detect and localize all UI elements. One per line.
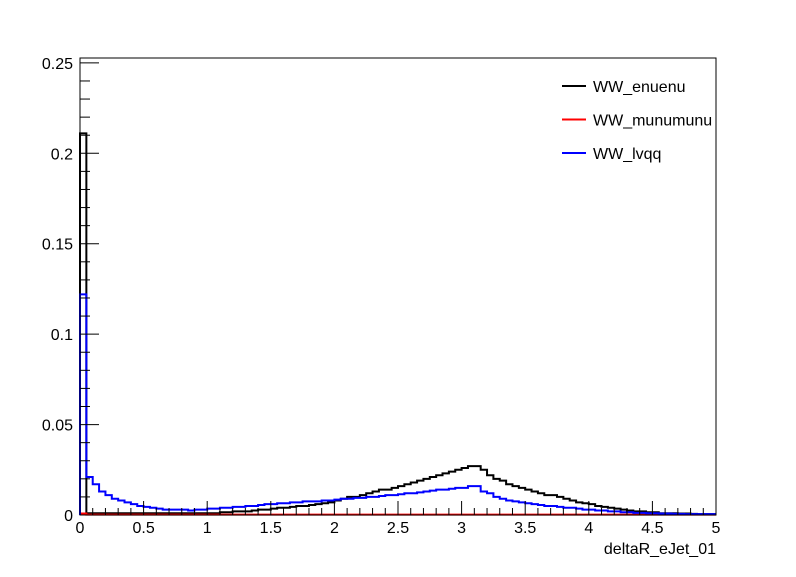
legend-label: WW_munumunu — [593, 113, 712, 130]
x-tick-label: 3 — [457, 520, 466, 537]
x-tick-label: 2 — [330, 520, 339, 537]
x-tick-label: 4 — [584, 520, 593, 537]
y-tick-label: 0.1 — [51, 327, 73, 344]
x-tick-label: 3.5 — [514, 520, 536, 537]
x-tick-label: 1.5 — [260, 520, 282, 537]
plot-frame — [79, 57, 717, 516]
y-tick-label: 0.05 — [42, 418, 73, 435]
y-tick-label: 0 — [64, 508, 73, 525]
histogram-series — [79, 132, 716, 516]
x-tick-label: 0.5 — [132, 520, 154, 537]
x-tick-label: 1 — [203, 520, 212, 537]
x-axis-label: deltaR_eJet_01 — [604, 541, 716, 558]
legend-label: WW_lvqq — [593, 146, 661, 163]
x-tick-label: 5 — [712, 520, 721, 537]
axes: 0 0.5 1 1.5 2 2.5 3 3.5 4 4.5 5 0 0.05 0.1 0.15 0.2 0.25 — [42, 56, 721, 537]
legend: WW_enuenu WW_munumunu WW_lvqq — [562, 79, 712, 163]
y-tick-label: 0.15 — [42, 237, 73, 254]
y-tick-label: 0.25 — [42, 56, 73, 73]
x-tick-label: 4.5 — [641, 520, 663, 537]
x-tick-label: 0 — [76, 520, 85, 537]
histogram-ww-enuenu — [79, 132, 716, 516]
y-tick-label: 0.2 — [51, 146, 73, 163]
histogram-ww-lvqq — [79, 293, 716, 516]
legend-label: WW_enuenu — [593, 79, 686, 96]
x-tick-label: 2.5 — [387, 520, 409, 537]
